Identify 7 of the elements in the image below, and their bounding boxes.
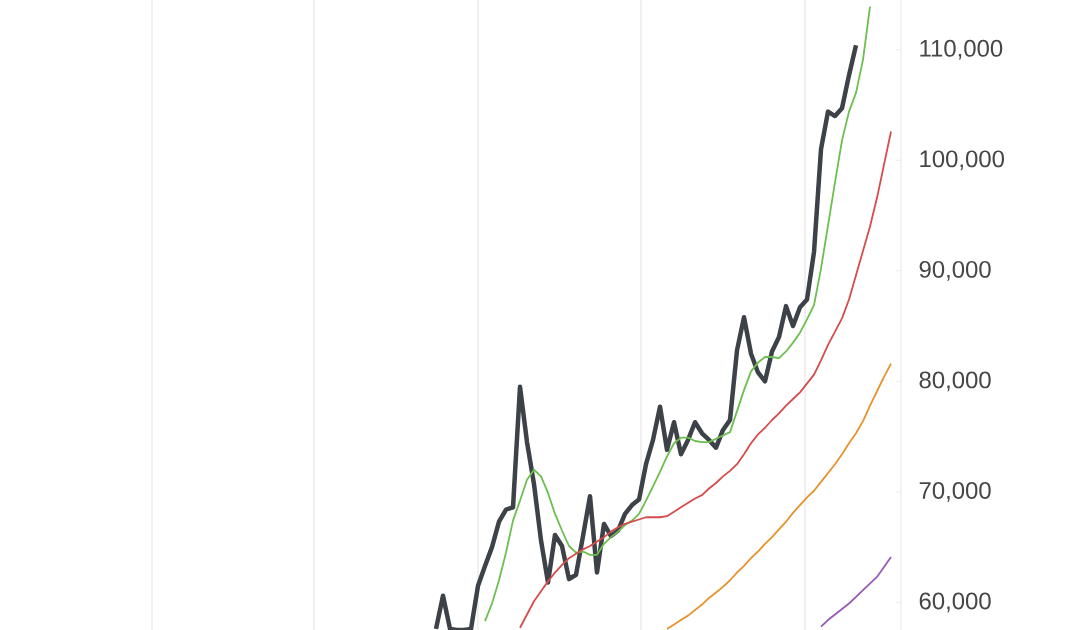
y-tick-label: 70,000: [919, 481, 991, 502]
y-tick-label: 80,000: [919, 371, 991, 392]
y-tick-label: 100,000: [920, 150, 1004, 171]
line-series: [433, 43, 859, 630]
y-tick-label: 110,000: [920, 39, 1003, 60]
y-tick-label: 60,000: [919, 592, 991, 613]
y-tick-label: 90,000: [919, 260, 991, 281]
